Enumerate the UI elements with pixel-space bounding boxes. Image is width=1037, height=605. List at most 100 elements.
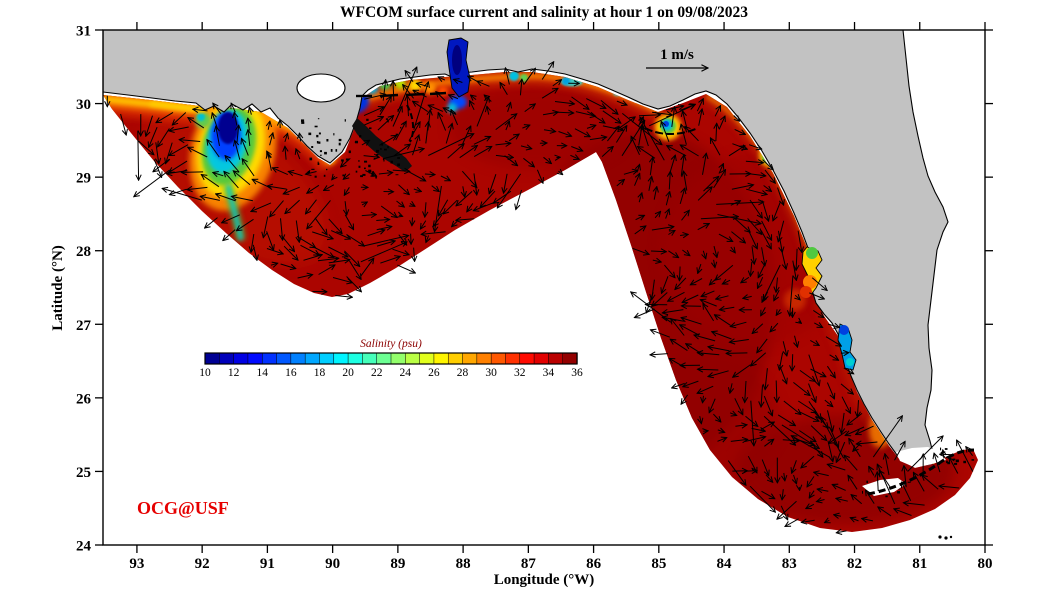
current-vector bbox=[146, 115, 153, 137]
current-vector bbox=[763, 185, 772, 192]
current-vector bbox=[824, 399, 833, 407]
colorbar-tick-label: 22 bbox=[371, 367, 383, 379]
current-vector bbox=[376, 227, 392, 230]
current-vector bbox=[454, 79, 463, 82]
current-vector bbox=[699, 109, 702, 126]
current-vector bbox=[856, 425, 874, 434]
current-vector bbox=[681, 124, 687, 145]
speckle bbox=[383, 159, 385, 162]
vector-scale-label: 1 m/s bbox=[660, 47, 694, 63]
speckle bbox=[387, 146, 389, 149]
speckle bbox=[342, 174, 345, 177]
current-vector bbox=[216, 126, 220, 146]
current-vector bbox=[649, 177, 652, 191]
current-vector bbox=[913, 472, 925, 492]
current-vector bbox=[729, 413, 737, 416]
speckle bbox=[355, 170, 358, 173]
colorbar-segment bbox=[247, 352, 263, 365]
current-vector bbox=[379, 135, 397, 146]
speckle bbox=[358, 160, 360, 162]
current-vector bbox=[601, 147, 613, 157]
current-vector bbox=[785, 518, 799, 527]
x-tick-label: 91 bbox=[260, 556, 275, 572]
current-vector bbox=[504, 173, 508, 193]
current-vector bbox=[495, 155, 514, 157]
colorbar-segment bbox=[304, 352, 321, 365]
current-vector bbox=[903, 503, 925, 505]
current-vector bbox=[383, 80, 386, 101]
current-vector bbox=[836, 498, 848, 501]
current-vector bbox=[543, 130, 556, 132]
current-vector bbox=[392, 170, 410, 171]
colorbar-segment bbox=[405, 352, 421, 365]
current-vector bbox=[654, 211, 661, 219]
x-axis-ticks: 93 92 91 90 89 88 87 86 85 84 83 82 81 80 bbox=[129, 22, 993, 572]
current-vector bbox=[360, 258, 374, 277]
current-vector bbox=[799, 411, 819, 422]
current-vector bbox=[403, 85, 414, 99]
current-vector bbox=[231, 103, 235, 113]
colorbar-segment bbox=[462, 352, 478, 365]
current-vector bbox=[541, 88, 558, 99]
current-vector bbox=[770, 322, 779, 332]
speckle bbox=[376, 149, 379, 153]
current-vector bbox=[814, 323, 822, 328]
current-vector bbox=[587, 111, 605, 124]
current-vector bbox=[542, 112, 558, 115]
speckle bbox=[952, 458, 956, 461]
x-tick-label: 83 bbox=[782, 556, 797, 572]
x-tick-label: 84 bbox=[717, 556, 733, 572]
current-vector bbox=[172, 112, 187, 126]
colorbar-segment bbox=[562, 352, 578, 365]
current-vector bbox=[668, 250, 678, 258]
current-vector bbox=[399, 215, 403, 216]
current-vector bbox=[365, 170, 376, 177]
current-vector bbox=[731, 231, 745, 243]
x-tick-label: 92 bbox=[195, 556, 210, 572]
current-vector bbox=[716, 296, 729, 299]
current-vector bbox=[558, 171, 562, 175]
current-vector bbox=[680, 234, 688, 235]
current-vector bbox=[348, 260, 361, 280]
current-vector bbox=[251, 234, 254, 252]
speckle bbox=[319, 150, 322, 153]
current-vector bbox=[680, 145, 699, 157]
current-vector bbox=[966, 447, 974, 456]
current-vector bbox=[158, 128, 170, 147]
current-vector bbox=[825, 336, 841, 346]
current-vector bbox=[225, 156, 240, 173]
current-vector bbox=[242, 138, 249, 156]
speckle bbox=[963, 460, 966, 464]
current-vector bbox=[700, 300, 717, 307]
current-vector bbox=[623, 170, 638, 174]
current-vector bbox=[431, 185, 440, 192]
colorbar-tick-label: 14 bbox=[256, 367, 268, 379]
y-axis-label: Latitude (°N) bbox=[50, 245, 66, 331]
current-vector bbox=[462, 126, 471, 145]
florida-keys-chain bbox=[867, 448, 975, 496]
current-vector bbox=[149, 127, 158, 147]
current-vector bbox=[841, 412, 844, 434]
colorbar-tick-label: 16 bbox=[285, 367, 297, 379]
current-vector bbox=[774, 289, 780, 301]
current-vector bbox=[266, 231, 274, 250]
current-vector bbox=[709, 277, 718, 285]
speckle bbox=[377, 150, 380, 152]
current-vector bbox=[134, 169, 170, 197]
current-vector bbox=[493, 190, 512, 203]
current-vector bbox=[324, 184, 335, 191]
speckle bbox=[317, 162, 320, 165]
current-vector bbox=[249, 107, 251, 115]
current-vector bbox=[489, 174, 497, 194]
current-vector bbox=[223, 229, 236, 241]
current-vector bbox=[602, 110, 621, 123]
current-vector bbox=[849, 438, 861, 458]
current-vector bbox=[717, 214, 762, 224]
current-vector bbox=[506, 121, 510, 131]
colorbar-tick-label: 10 bbox=[199, 367, 211, 379]
current-vector bbox=[744, 437, 766, 442]
current-vector bbox=[749, 485, 775, 512]
colorbar-tick-label: 12 bbox=[228, 367, 240, 379]
current-vector bbox=[523, 157, 534, 167]
current-vector bbox=[796, 248, 797, 271]
